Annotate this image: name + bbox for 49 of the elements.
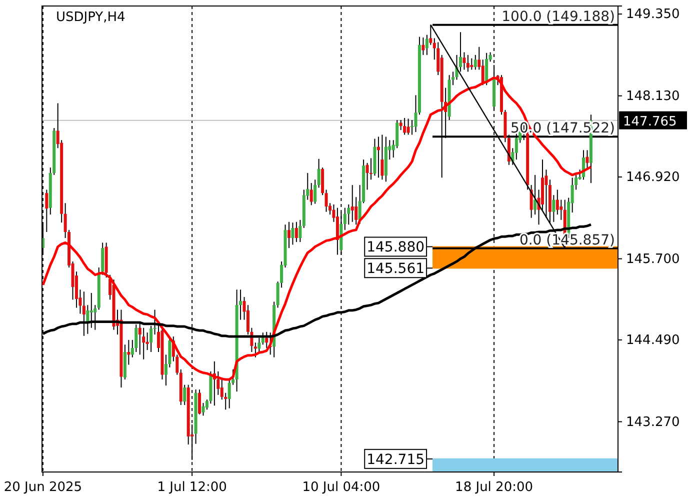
candlestick <box>399 119 402 131</box>
ref-line-label: 147.765 <box>623 114 677 130</box>
candlestick <box>343 207 346 230</box>
candlestick <box>534 174 537 216</box>
candlestick <box>466 54 470 72</box>
candlestick <box>310 182 313 206</box>
y-tick-label: 146.920 <box>626 170 680 186</box>
candlestick <box>414 94 418 133</box>
x-tick-label: 1 Jul 12:00 <box>157 480 227 496</box>
candlestick <box>142 327 146 360</box>
y-tick-label: 143.270 <box>626 414 680 430</box>
candlestick <box>254 342 257 358</box>
candlestick <box>474 54 477 70</box>
x-tick-label: 10 Jul 04:00 <box>302 480 380 496</box>
ref-line-label: 145.880 <box>366 240 425 256</box>
candlestick <box>403 117 406 136</box>
candlestick <box>481 59 484 86</box>
candlestick <box>90 292 93 328</box>
candlestick <box>380 134 384 180</box>
y-tick-label: 149.350 <box>626 7 680 22</box>
candlestick <box>287 221 290 249</box>
candlestick <box>350 184 354 222</box>
candlestick <box>127 339 130 366</box>
candlestick <box>291 222 294 246</box>
candlestick <box>298 219 302 243</box>
x-tick-label: 20 Jun 2025 <box>4 480 82 496</box>
ref-line-label: 100.0 (149.188) <box>502 8 615 25</box>
candlestick <box>560 199 563 220</box>
y-tick-label: 148.130 <box>626 89 680 104</box>
ref-line-label: 142.715 <box>366 452 425 468</box>
candlestick <box>202 402 205 416</box>
candlestick <box>317 158 320 188</box>
candlestick <box>314 179 317 204</box>
candlestick <box>324 189 328 212</box>
candlestick <box>294 221 298 243</box>
ref-line-label: 145.561 <box>366 261 425 278</box>
candlestick <box>462 52 466 70</box>
candlestick <box>552 194 556 222</box>
candlestick <box>366 162 369 190</box>
candlestick <box>183 384 186 406</box>
candlestick <box>376 136 380 178</box>
candlestick <box>198 389 202 415</box>
x-tick-label: 18 Jul 20:00 <box>455 480 534 496</box>
candlestick <box>422 37 425 56</box>
candlestick <box>406 118 410 136</box>
chart-title: USDJPY,H4 <box>56 10 126 25</box>
y-tick-label: 145.700 <box>626 252 680 267</box>
candlestick <box>470 58 474 70</box>
y-tick-label: 144.490 <box>626 333 680 348</box>
